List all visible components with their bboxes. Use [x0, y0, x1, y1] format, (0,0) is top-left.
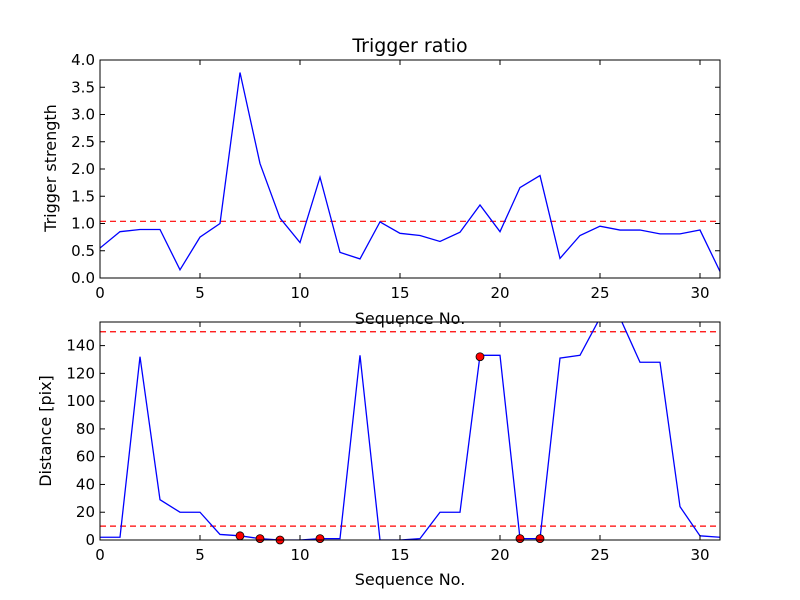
data-marker: [315, 534, 325, 544]
y-axis-label: Distance [pix]: [36, 375, 55, 487]
x-tick-label: 25: [590, 546, 609, 564]
y-tick-label: 0: [85, 531, 95, 549]
data-marker: [535, 534, 545, 544]
x-tick-label: 10: [290, 546, 309, 564]
x-tick-label: 25: [590, 284, 609, 302]
y-tick-label: 40: [76, 475, 95, 493]
x-tick-label: 30: [690, 284, 709, 302]
x-tick-label: 0: [95, 284, 105, 302]
x-tick-label: 30: [690, 546, 709, 564]
trigger-ratio-panel: Trigger ratio Sequence No. Trigger stren…: [41, 35, 721, 328]
y-tick-label: 3.5: [71, 78, 95, 96]
y-tick-label: 0.0: [71, 269, 95, 287]
x-tick-label: 5: [195, 284, 205, 302]
y-tick-label: 80: [76, 420, 95, 438]
series-line: [100, 322, 720, 540]
x-tick-label: 15: [390, 546, 409, 564]
data-marker: [515, 534, 525, 544]
y-tick-label: 1.0: [71, 215, 95, 233]
x-axis-label: Sequence No.: [355, 309, 466, 328]
x-tick-label: 10: [290, 284, 309, 302]
chart-title: Trigger ratio: [351, 35, 467, 57]
plot-frame: [99, 59, 721, 279]
y-tick-label: 120: [66, 364, 95, 382]
y-tick-label: 100: [66, 392, 95, 410]
y-tick-label: 3.0: [71, 106, 95, 124]
y-tick-label: 0.5: [71, 242, 95, 260]
x-tick-label: 20: [490, 284, 509, 302]
x-tick-label: 15: [390, 284, 409, 302]
y-tick-label: 60: [76, 448, 95, 466]
data-marker: [475, 352, 485, 362]
y-tick-label: 140: [66, 337, 95, 355]
y-tick-label: 2.0: [71, 160, 95, 178]
y-tick-label: 2.5: [71, 133, 95, 151]
y-axis-label: Trigger strength: [41, 104, 60, 233]
x-tick-label: 20: [490, 546, 509, 564]
y-tick-label: 1.5: [71, 187, 95, 205]
data-marker: [235, 531, 245, 541]
x-tick-label: 5: [195, 546, 205, 564]
y-tick-label: 20: [76, 503, 95, 521]
x-tick-label: 0: [95, 546, 105, 564]
plot-frame: [99, 321, 721, 541]
y-tick-label: 4.0: [71, 51, 95, 69]
distance-panel: Sequence No. Distance [pix] 0 5 10 15 20 25 30…: [36, 321, 721, 589]
x-axis-label: Sequence No.: [355, 570, 466, 589]
data-marker: [255, 534, 265, 544]
series-line: [100, 72, 720, 272]
